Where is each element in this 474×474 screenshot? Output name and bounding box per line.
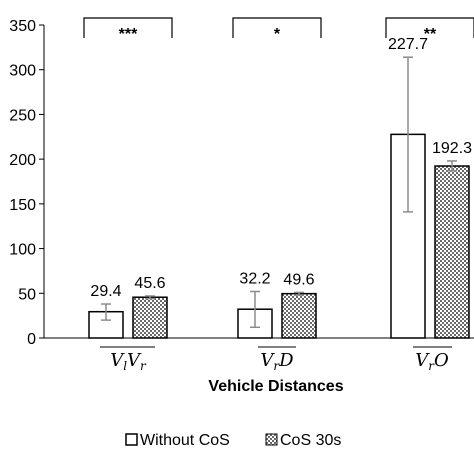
legend-swatch-without-cos [125, 433, 138, 446]
legend-label-without-cos: Without CoS [140, 432, 230, 449]
bar-cos-30s [132, 296, 168, 339]
significance-label: * [274, 26, 281, 43]
y-tick-label: 150 [9, 197, 36, 214]
y-tick-label: 50 [18, 286, 36, 303]
significance-label: ** [424, 26, 437, 43]
data-label: 29.4 [90, 283, 121, 300]
x-axis-title: Vehicle Distances [208, 378, 343, 395]
data-label: 227.7 [388, 36, 428, 53]
legend-swatch-cos-30s [265, 433, 278, 446]
significance-bracket [232, 17, 322, 38]
data-label: 192.3 [432, 140, 472, 157]
y-tick-label: 350 [9, 18, 36, 35]
significance-bracket [385, 17, 474, 38]
x-category-label-1: VlVr [100, 346, 155, 373]
y-tick-label: 300 [9, 63, 36, 80]
data-label: 45.6 [134, 275, 165, 292]
bar-without-cos [390, 133, 426, 339]
legend-label-cos-30s: CoS 30s [280, 432, 341, 449]
significance-label: *** [119, 26, 138, 43]
data-label: 32.2 [239, 270, 270, 287]
bar-cos-30s [434, 165, 470, 339]
y-tick-label: 200 [9, 152, 36, 169]
y-tick-label: 0 [27, 331, 36, 348]
y-tick-label: 100 [9, 242, 36, 259]
legend: Without CoS CoS 30s [125, 432, 341, 449]
x-category-label-3: VrO [413, 346, 452, 373]
bar-cos-30s [281, 292, 317, 339]
svg-text:VlVr: VlVr [110, 350, 147, 373]
significance-bracket [83, 17, 173, 38]
svg-text:VrD: VrD [260, 350, 294, 373]
svg-text:VrO: VrO [415, 350, 449, 373]
data-label: 49.6 [283, 271, 314, 288]
x-category-label-2: VrD [258, 346, 296, 373]
y-tick-label: 250 [9, 107, 36, 124]
